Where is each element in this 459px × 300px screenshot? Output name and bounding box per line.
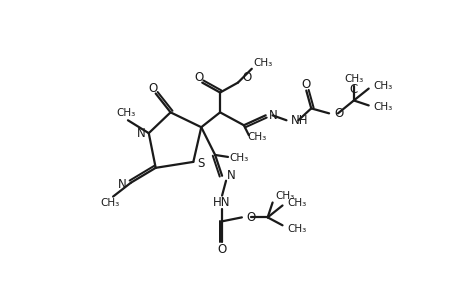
Text: S: S: [197, 158, 204, 170]
Text: O: O: [194, 71, 203, 84]
Text: HN: HN: [213, 196, 230, 209]
Text: N: N: [268, 109, 277, 122]
Text: CH₃: CH₃: [116, 108, 135, 118]
Text: CH₃: CH₃: [100, 199, 119, 208]
Text: O: O: [217, 243, 226, 256]
Text: CH₃: CH₃: [373, 102, 392, 112]
Text: CH₃: CH₃: [343, 74, 363, 84]
Text: CH₃: CH₃: [275, 190, 294, 201]
Text: N: N: [227, 169, 235, 182]
Text: N: N: [137, 127, 146, 140]
Text: NH: NH: [290, 114, 307, 127]
Text: N: N: [118, 178, 127, 191]
Text: O: O: [333, 107, 342, 120]
Text: O: O: [148, 82, 157, 95]
Text: CH₃: CH₃: [229, 153, 248, 163]
Text: CH₃: CH₃: [287, 224, 306, 234]
Text: C: C: [349, 82, 357, 95]
Text: CH₃: CH₃: [247, 132, 267, 142]
Text: O: O: [246, 211, 256, 224]
Text: CH₃: CH₃: [287, 197, 306, 208]
Text: O: O: [241, 71, 251, 84]
Text: O: O: [301, 78, 310, 91]
Text: CH₃: CH₃: [253, 58, 273, 68]
Text: CH₃: CH₃: [373, 81, 392, 91]
